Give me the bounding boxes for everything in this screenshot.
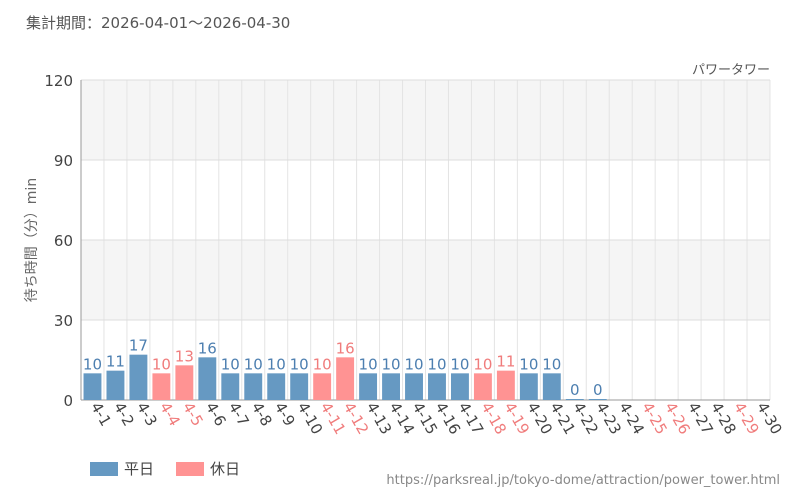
x-tick-label-4-4: 4-4 [156,399,184,429]
x-tick-label-4-6: 4-6 [202,399,230,429]
x-tick-label-4-5: 4-5 [179,399,207,429]
value-label-4-13: 10 [359,355,378,373]
legend: 平日 休日 [90,458,240,479]
value-label-4-1: 10 [83,355,102,373]
legend-swatch-weekday [90,461,118,476]
series-label: パワータワー [692,63,770,78]
legend-item-holiday[interactable]: 休日 [176,458,240,479]
x-tick-label-4-1: 4-1 [87,399,115,429]
bar-4-1[interactable] [83,373,102,400]
value-label-4-22: 0 [570,381,580,399]
bar-4-10[interactable] [290,373,309,400]
legend-label-weekday: 平日 [124,460,155,478]
value-label-4-20: 10 [519,355,538,373]
y-tick-label: 60 [54,232,73,250]
value-label-4-8: 10 [244,355,263,373]
bar-4-9[interactable] [267,373,286,400]
value-label-4-2: 11 [106,353,125,371]
value-label-4-15: 10 [404,355,423,373]
bar-4-12[interactable] [336,357,355,400]
value-label-4-3: 17 [129,337,148,355]
y-tick-label: 30 [54,312,73,330]
bar-4-16[interactable] [428,373,446,400]
bar-4-23[interactable] [588,399,607,400]
bar-4-20[interactable] [519,373,538,400]
value-label-4-19: 11 [496,353,515,371]
value-label-4-12: 16 [336,339,355,357]
value-label-4-10: 10 [290,355,309,373]
bar-4-8[interactable] [244,373,263,400]
bar-4-6[interactable] [198,357,217,400]
source-url[interactable]: https://parksreal.jp/tokyo-dome/attracti… [386,473,780,488]
bar-4-11[interactable] [313,373,332,400]
y-tick-label: 120 [44,72,73,90]
y-axis-title: 待ち時間（分）min [24,178,40,302]
value-label-4-17: 10 [450,355,469,373]
y-tick-label: 90 [54,152,73,170]
value-label-4-16: 10 [427,355,446,373]
bar-4-15[interactable] [405,373,423,400]
bar-4-21[interactable] [542,373,561,400]
value-label-4-14: 10 [382,355,401,373]
bar-4-13[interactable] [359,373,378,400]
bar-4-17[interactable] [450,373,469,400]
x-tick-label-4-8: 4-8 [248,399,276,429]
x-tick-label-4-3: 4-3 [133,399,161,429]
bar-4-7[interactable] [221,373,240,400]
period-label: 集計期間：2026-04-01～2026-04-30 [26,14,291,32]
legend-swatch-holiday [176,461,205,476]
value-label-4-5: 13 [175,347,194,365]
value-label-4-23: 0 [593,381,603,399]
bar-4-14[interactable] [382,373,401,400]
value-label-4-4: 10 [152,355,171,373]
bar-4-18[interactable] [473,373,492,400]
legend-label-holiday: 休日 [210,460,241,478]
bar-4-22[interactable] [565,399,584,400]
x-tick-label-4-9: 4-9 [271,399,299,429]
value-label-4-11: 10 [313,355,332,373]
value-label-4-18: 10 [473,355,492,373]
x-tick-label-4-7: 4-7 [225,399,253,429]
bar-4-4[interactable] [152,373,171,400]
value-label-4-9: 10 [267,355,286,373]
value-label-4-7: 10 [221,355,240,373]
y-tick-label: 0 [63,392,73,410]
value-label-4-6: 16 [198,339,217,357]
bar-4-2[interactable] [106,370,125,400]
bar-4-3[interactable] [129,354,148,400]
value-label-4-21: 10 [542,355,561,373]
x-tick-label-4-30: 4-30 [753,399,786,437]
bar-4-19[interactable] [496,370,515,400]
legend-item-weekday[interactable]: 平日 [90,458,154,479]
x-tick-label-4-2: 4-2 [110,399,138,429]
bar-4-5[interactable] [175,365,194,400]
